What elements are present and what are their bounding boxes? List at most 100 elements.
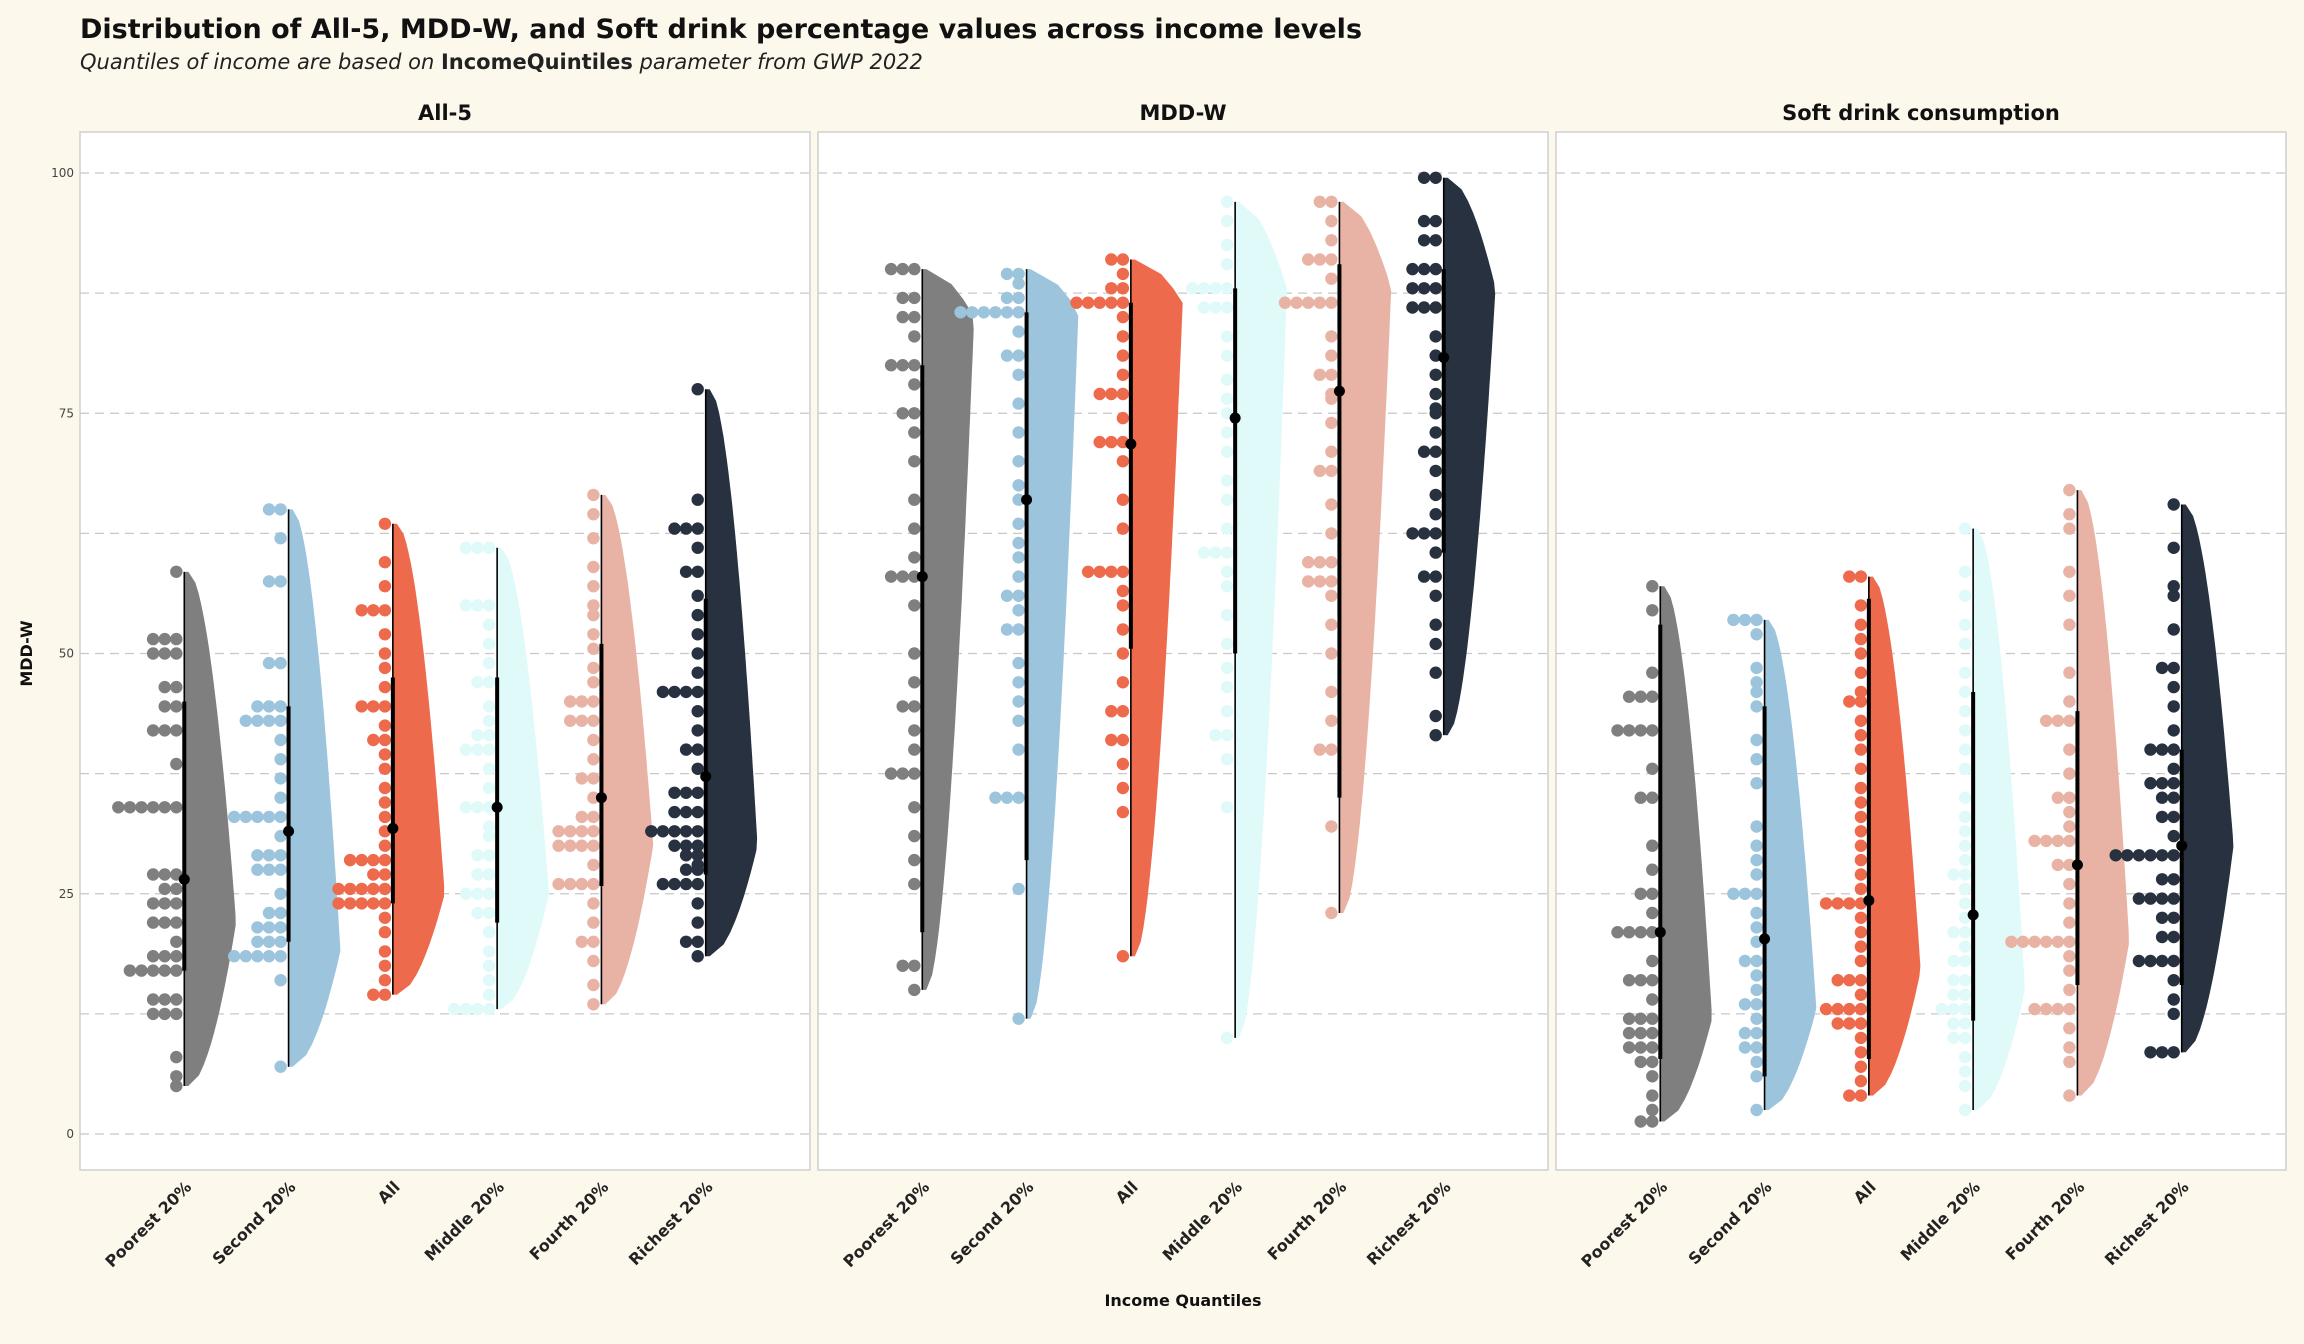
data-point [1220, 680, 1234, 694]
data-point [1093, 435, 1106, 449]
data-point [1843, 1089, 1856, 1102]
data-point [471, 599, 484, 612]
median-point [178, 873, 190, 885]
data-point [2144, 743, 2157, 756]
data-point [1116, 349, 1130, 362]
series-poorest-20- [112, 565, 236, 1093]
data-point [2144, 954, 2157, 968]
panel-title: All-5 [418, 101, 472, 125]
series-middle-20- [1935, 522, 2025, 1117]
data-point [2063, 1055, 2076, 1069]
data-point [2005, 935, 2018, 948]
data-point [1958, 762, 1972, 775]
data-point [668, 825, 681, 838]
data-point [1958, 1103, 1972, 1117]
data-point [1406, 527, 1419, 540]
data-point [1854, 666, 1868, 679]
data-point [1958, 810, 1972, 824]
data-point [378, 974, 392, 987]
data-point [691, 522, 704, 535]
data-point [1116, 599, 1130, 612]
density-shape [1868, 576, 1921, 1096]
data-point [1646, 974, 1659, 987]
data-point [1325, 464, 1338, 478]
data-point [459, 801, 473, 814]
x-axis-title: Income Quantiles [1104, 1291, 1261, 1310]
x-tick-label: Poorest 20% [1577, 1177, 1671, 1271]
median-point [1967, 909, 1979, 921]
data-point [2063, 964, 2076, 977]
data-point [378, 911, 392, 924]
data-point [1646, 1115, 1659, 1128]
data-point [587, 580, 600, 593]
data-point [1750, 613, 1763, 627]
data-point [1958, 1017, 1972, 1030]
data-point [1429, 589, 1442, 602]
data-point [1302, 253, 1315, 266]
data-point [908, 853, 921, 867]
data-point [1116, 705, 1130, 718]
data-point [471, 676, 484, 689]
data-point [1958, 1002, 1972, 1016]
data-point [1750, 733, 1763, 747]
data-point [1935, 1002, 1949, 1016]
data-point [158, 964, 171, 977]
data-point [1116, 781, 1130, 795]
data-point [679, 825, 693, 838]
data-point [1220, 608, 1234, 622]
data-point [2040, 834, 2053, 848]
series-poorest-20- [884, 262, 974, 997]
data-point [691, 825, 704, 838]
data-point [482, 906, 496, 920]
data-point [1750, 700, 1763, 713]
data-point [1947, 1017, 1960, 1030]
data-point [251, 714, 264, 727]
data-point [587, 714, 600, 727]
data-point [2167, 849, 2180, 862]
data-point [1325, 527, 1338, 540]
x-tick-label: Poorest 20% [839, 1177, 933, 1271]
data-point [170, 882, 183, 896]
data-point [2167, 580, 2180, 593]
data-point [482, 743, 496, 756]
data-point [471, 541, 484, 554]
data-point [123, 964, 137, 977]
series-second-20- [1727, 613, 1817, 1117]
data-point [1646, 580, 1659, 593]
data-point [251, 849, 264, 862]
data-point [2167, 762, 2180, 775]
data-point [1958, 1050, 1972, 1064]
data-point [908, 599, 921, 612]
data-point [170, 1070, 183, 1083]
data-point [1854, 796, 1868, 809]
data-point [1854, 695, 1868, 708]
data-point [1290, 296, 1303, 309]
data-point [1220, 729, 1234, 742]
data-point [158, 724, 171, 737]
density-shape [1443, 177, 1496, 736]
data-point [471, 743, 484, 756]
data-point [367, 882, 380, 896]
data-point [274, 714, 287, 727]
data-point [1958, 618, 1972, 631]
data-point [1622, 974, 1636, 987]
data-point [1325, 589, 1338, 602]
data-point [378, 604, 392, 617]
data-point [1947, 988, 1960, 1001]
data-point [691, 916, 704, 929]
data-point [691, 897, 704, 910]
data-point [170, 916, 183, 929]
data-point [1209, 282, 1222, 295]
data-point [1417, 234, 1431, 247]
data-point [378, 882, 392, 896]
data-point [1947, 868, 1960, 881]
data-point [158, 700, 171, 713]
data-point [587, 599, 600, 612]
data-point [954, 306, 967, 319]
data-point [378, 719, 392, 732]
data-point [896, 310, 909, 324]
data-point [1854, 599, 1868, 612]
data-point [1417, 570, 1431, 583]
series-richest-20- [1406, 171, 1496, 742]
